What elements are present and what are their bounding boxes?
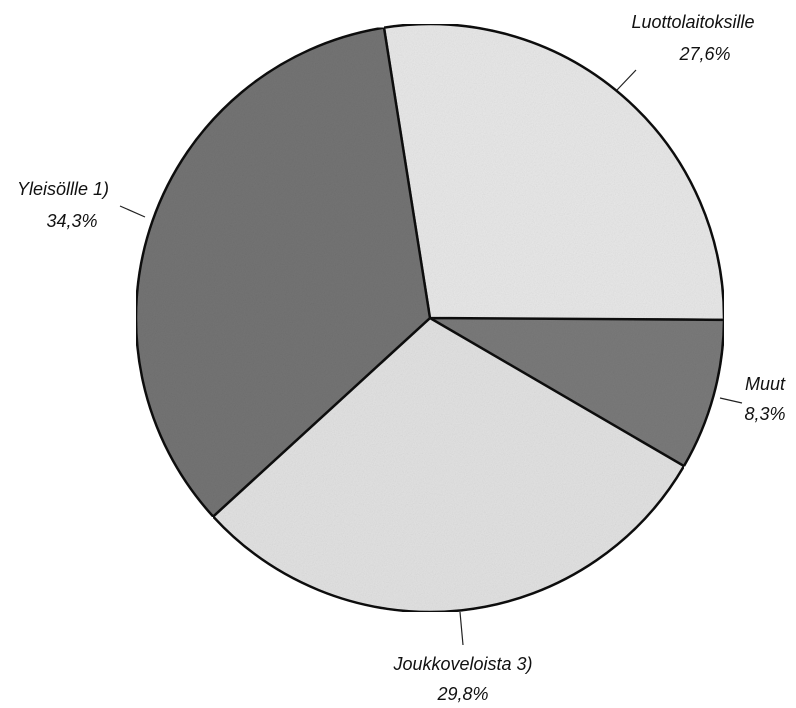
pie-slice (425, 316, 726, 468)
slice-label: Muut (745, 374, 786, 394)
pie-slice (134, 26, 432, 519)
value-label: 29,8% (436, 684, 488, 704)
value-label: 8,3% (744, 404, 785, 424)
slice-label: Yleisöllle 1) (17, 179, 109, 199)
leader-line (119, 205, 146, 218)
leader-line (459, 611, 464, 646)
pie-slice (382, 22, 726, 322)
leader-line (616, 69, 637, 91)
leader-line (719, 397, 743, 404)
slice-label: Joukkoveloista 3) (392, 654, 532, 674)
pie-slice (211, 316, 686, 614)
value-label: 27,6% (678, 44, 730, 64)
slice-label: Luottolaitoksille (631, 12, 754, 32)
value-label: 34,3% (46, 211, 97, 231)
